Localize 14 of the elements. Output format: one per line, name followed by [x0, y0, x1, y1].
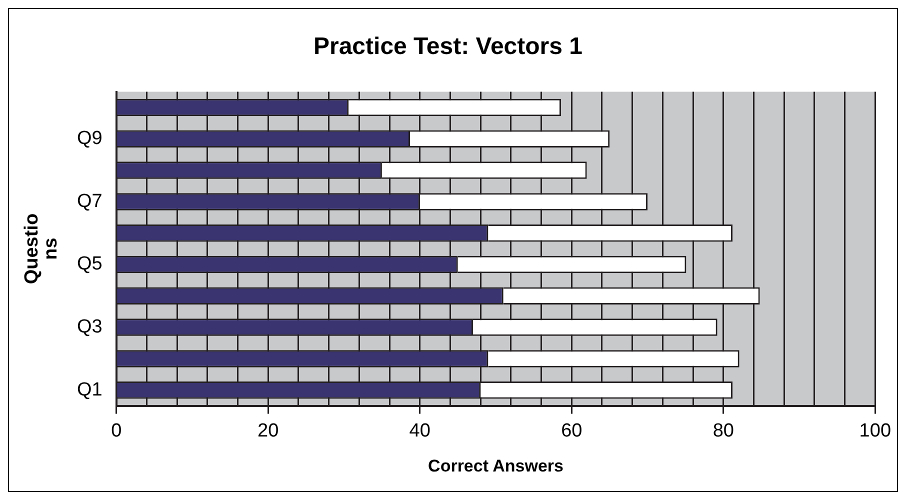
- y-tick-label: Q7: [76, 190, 102, 212]
- y-axis-title: Questio ns: [22, 213, 62, 284]
- x-tick-label: 100: [859, 420, 891, 442]
- y-tick-label: Q1: [76, 379, 102, 400]
- x-tick-label: 80: [712, 420, 734, 442]
- x-tick-label: 60: [561, 420, 582, 442]
- x-tick-label: 40: [409, 420, 430, 442]
- x-axis-title: Correct Answers: [428, 456, 564, 476]
- chart-title: Practice Test: Vectors 1: [313, 33, 583, 60]
- x-tick-label: 20: [258, 420, 279, 442]
- y-tick-label: Q3: [76, 316, 102, 338]
- x-tick-label: 0: [111, 420, 122, 442]
- y-tick-label: Q9: [76, 128, 102, 150]
- y-tick-label: Q5: [76, 254, 102, 275]
